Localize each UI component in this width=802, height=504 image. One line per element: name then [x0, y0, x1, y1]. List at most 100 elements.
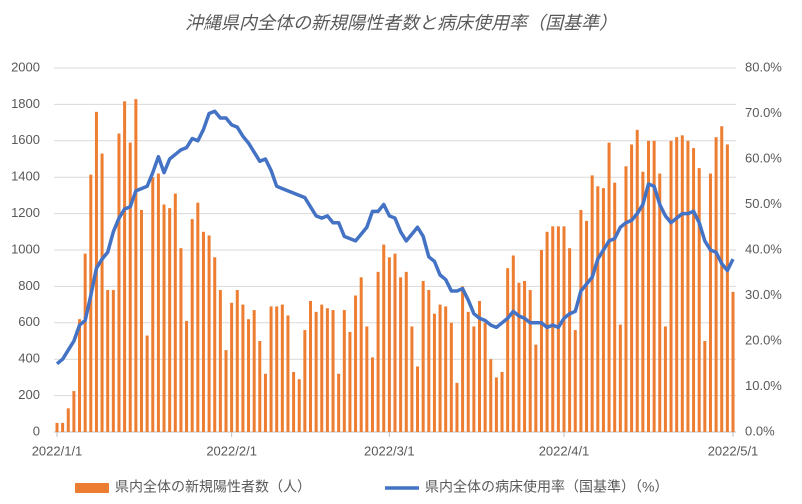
bar	[145, 335, 149, 432]
y-tick-label: 600	[18, 314, 40, 329]
chart-title: 沖縄県内全体の新規陽性者数と病床使用率（国基準）	[185, 13, 617, 33]
bar	[78, 319, 82, 432]
y2-tick-label: 30.0%	[745, 287, 782, 302]
y-tick-label: 800	[18, 278, 40, 293]
bar	[128, 142, 132, 432]
legend-swatch	[75, 483, 109, 493]
bar	[539, 250, 543, 432]
bar	[489, 359, 493, 432]
bar	[100, 153, 104, 433]
bar	[680, 135, 684, 432]
bar	[708, 173, 712, 432]
x-tick-label: 2022/1/1	[32, 443, 83, 458]
bar	[686, 140, 690, 433]
bar	[720, 126, 724, 433]
bar	[449, 322, 453, 432]
bar	[230, 302, 234, 432]
bar	[556, 226, 560, 432]
bar	[641, 171, 645, 433]
bar	[72, 391, 76, 432]
bar	[314, 311, 318, 432]
bar	[303, 330, 307, 432]
bar	[252, 310, 256, 432]
bar	[500, 371, 504, 432]
bar	[286, 315, 290, 432]
bar	[247, 319, 251, 432]
bar	[55, 422, 59, 432]
bar	[511, 255, 515, 432]
bar	[675, 137, 679, 432]
x-tick-label: 2022/3/1	[364, 443, 415, 458]
y-tick-label: 400	[18, 351, 40, 366]
bar	[714, 137, 718, 432]
legend-label: 県内全体の新規陽性者数（人）	[115, 479, 311, 495]
bar	[410, 326, 414, 432]
bar	[404, 271, 408, 432]
bar	[66, 408, 70, 432]
bar	[111, 290, 115, 432]
bar	[354, 295, 358, 432]
y2-tick-label: 10.0%	[745, 378, 782, 393]
bar	[613, 182, 617, 432]
bar	[635, 129, 639, 432]
y2-tick-label: 20.0%	[745, 332, 782, 347]
bar	[534, 344, 538, 432]
y-tick-label: 0	[33, 423, 40, 438]
bar	[123, 101, 127, 432]
bar	[140, 209, 143, 432]
bar	[196, 202, 200, 432]
bar	[162, 204, 166, 432]
bar	[585, 220, 589, 432]
bar	[416, 366, 420, 432]
y-tick-label: 200	[18, 387, 40, 402]
y-tick-label: 1600	[11, 132, 40, 147]
y-tick-label: 1800	[11, 96, 40, 111]
bar	[528, 290, 532, 432]
bar	[618, 324, 622, 432]
bar	[596, 186, 600, 432]
y2-tick-label: 0.0%	[745, 423, 775, 438]
bar	[235, 290, 239, 432]
bar	[365, 326, 369, 432]
bar	[652, 140, 656, 433]
bar	[275, 306, 279, 432]
bar	[590, 175, 594, 432]
bar	[376, 271, 380, 432]
bar	[703, 341, 707, 432]
bar	[156, 173, 160, 432]
bar	[494, 377, 498, 432]
bar	[269, 306, 273, 432]
bar	[297, 379, 301, 432]
bar	[579, 209, 583, 432]
bar	[455, 382, 459, 432]
bar	[168, 208, 172, 432]
bar	[444, 306, 448, 432]
bar	[207, 235, 211, 432]
bar	[607, 142, 611, 432]
bar	[663, 326, 667, 432]
bar	[523, 280, 527, 432]
bar	[292, 371, 296, 432]
bar	[421, 280, 425, 432]
bar	[461, 286, 465, 432]
bar	[438, 304, 442, 432]
y-tick-label: 2000	[11, 59, 40, 74]
bar	[658, 173, 662, 432]
bar	[370, 357, 374, 432]
bar	[134, 99, 138, 432]
bar	[624, 166, 628, 432]
y2-tick-label: 70.0%	[745, 105, 782, 120]
x-tick-label: 2022/5/1	[708, 443, 759, 458]
bar	[61, 422, 65, 432]
bar	[630, 144, 634, 432]
bar	[478, 300, 481, 432]
bar	[342, 310, 346, 432]
bar	[151, 177, 155, 432]
bar	[545, 231, 549, 432]
x-tick-label: 2022/4/1	[539, 443, 590, 458]
y-tick-label: 1400	[11, 169, 40, 184]
y2-tick-label: 50.0%	[745, 196, 782, 211]
bar	[263, 373, 267, 432]
bar	[731, 291, 735, 432]
